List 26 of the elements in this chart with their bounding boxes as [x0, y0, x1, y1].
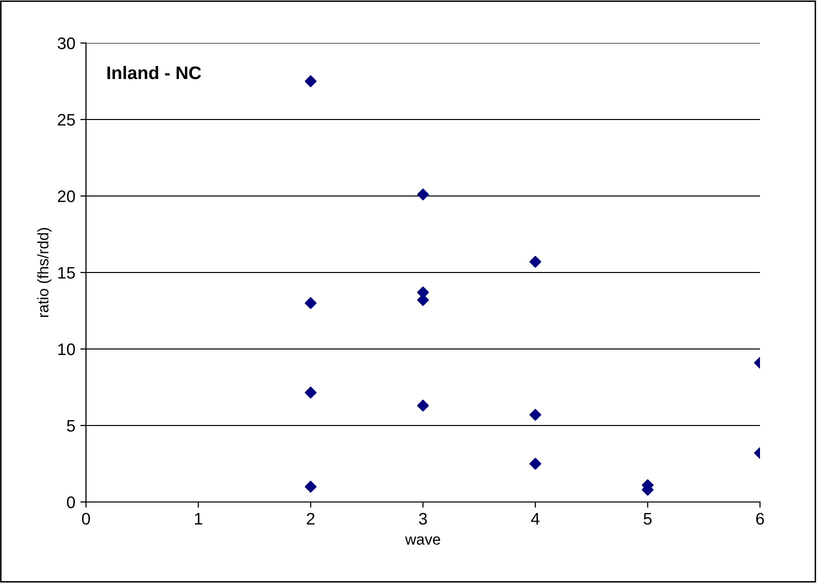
- y-axis-title: ratio (fhs/rdd): [37, 228, 52, 317]
- point: [529, 408, 542, 421]
- y-tick-label: 10: [58, 343, 75, 356]
- x-tick-label: 3: [419, 512, 427, 525]
- x-tick-label: 4: [531, 513, 540, 524]
- y-tick-label: 25: [58, 114, 75, 126]
- point: [304, 75, 317, 88]
- y-tick-label: 30: [58, 37, 75, 50]
- point: [304, 386, 317, 398]
- point: [417, 400, 429, 412]
- point: [529, 458, 542, 470]
- y-tick-label: 20: [58, 190, 75, 202]
- y-tick-label: 0: [66, 496, 75, 508]
- y-tick-label: 15: [58, 267, 75, 279]
- x-axis-title: wave: [405, 536, 440, 545]
- point: [304, 480, 317, 493]
- point: [417, 188, 429, 200]
- x-tick-label: 2: [306, 512, 314, 524]
- text: Inland - NC: [107, 66, 202, 80]
- x-tick-label: 5: [644, 513, 652, 525]
- x-tick-label: 0: [82, 512, 90, 525]
- x-tick-label: 1: [194, 513, 202, 524]
- point: [529, 256, 542, 268]
- point: [304, 297, 317, 309]
- y-tick-label: 5: [66, 420, 75, 432]
- x-tick-label: 6: [756, 512, 764, 525]
